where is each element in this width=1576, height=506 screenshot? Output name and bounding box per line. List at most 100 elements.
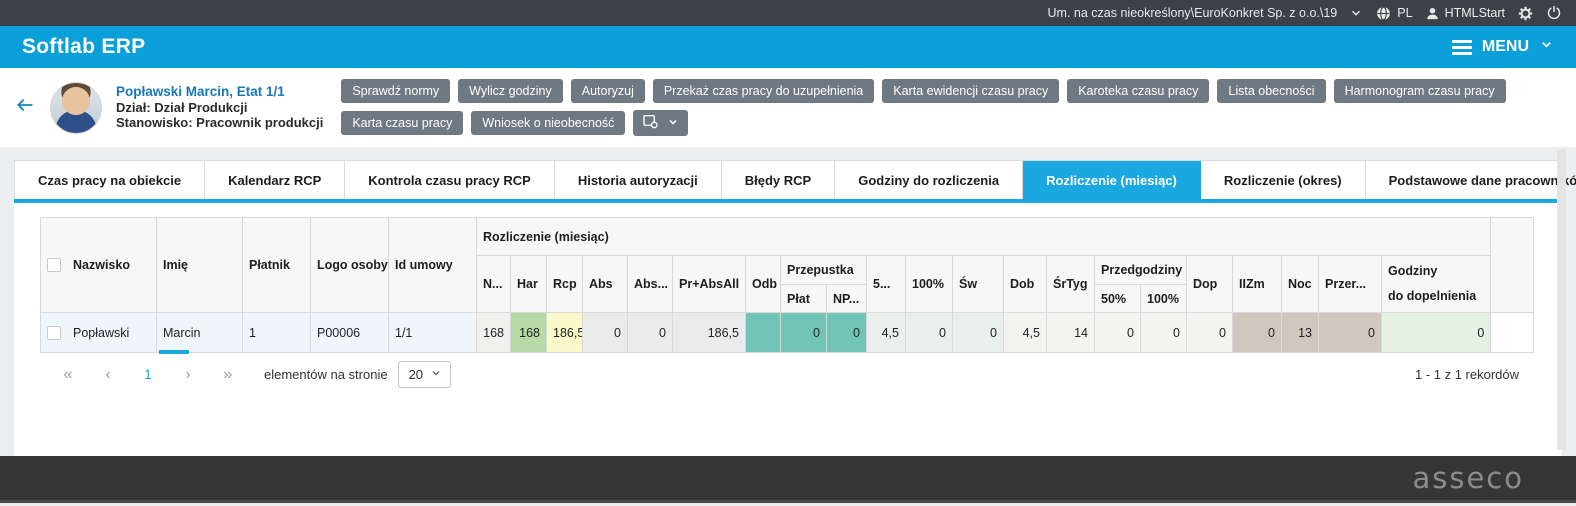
tab-czas-pracy-na-obiekcie[interactable]: Czas pracy na obiekcie <box>15 161 206 199</box>
col-header-nazwisko[interactable]: Nazwisko <box>40 217 157 313</box>
select-chevron-down-icon <box>430 367 442 382</box>
footer-bar: asseco <box>0 456 1576 503</box>
tab-rozliczenie-okres[interactable]: Rozliczenie (okres) <box>1201 161 1366 199</box>
chevron-down-icon <box>667 116 679 131</box>
tab-bledy-rcp[interactable]: Błędy RCP <box>722 161 836 199</box>
next-page-button[interactable]: › <box>185 365 191 383</box>
col-header-dob[interactable]: Dob <box>1003 255 1047 313</box>
tab-kontrola-czasu-pracy-rcp[interactable]: Kontrola czasu pracy RCP <box>345 161 555 199</box>
cell-pr-absall: 186,5 <box>672 312 746 353</box>
col-header-pr-absall[interactable]: Pr+AbsAll <box>672 255 746 313</box>
col-header-logo-osoby[interactable]: Logo osoby <box>310 217 389 313</box>
cell-srtyg: 14 <box>1046 312 1095 353</box>
col-header-empty <box>1490 217 1535 313</box>
authorize-button[interactable]: Autoryzuj <box>570 79 645 103</box>
tab-historia-autoryzacji[interactable]: Historia autoryzacji <box>555 161 722 199</box>
col-header-100[interactable]: 100% <box>905 255 953 313</box>
cell-godziny-do-dopelnienia: 0 <box>1380 312 1492 353</box>
col-header-godziny-do-dopelnienia[interactable]: Godziny do dopelnienia <box>1380 255 1492 313</box>
select-all-checkbox[interactable] <box>47 258 61 272</box>
worktime-schedule-button[interactable]: Harmonogram czasu pracy <box>1333 79 1506 103</box>
cell-abs: 0 <box>582 312 628 353</box>
user-icon <box>1425 6 1440 21</box>
cell-id-umowy: 1/1 <box>388 312 477 353</box>
col-header-pg50[interactable]: 50% <box>1094 284 1141 313</box>
records-summary: 1 - 1 z 1 rekordów <box>1414 367 1519 382</box>
tab-kalendarz-rcp[interactable]: Kalendarz RCP <box>205 161 346 199</box>
contract-context[interactable]: Um. na czas nieokreślony\EuroKonkret Sp.… <box>1047 6 1338 20</box>
employee-info: Popławski Marcin, Etat 1/1 Dział: Dział … <box>116 84 323 131</box>
prev-page-button[interactable]: ‹ <box>105 365 111 383</box>
col-header-abs2[interactable]: Abs... <box>627 255 673 313</box>
col-header-har[interactable]: Har <box>510 255 547 313</box>
language-switcher[interactable]: PL <box>1375 5 1413 22</box>
back-arrow-icon[interactable] <box>14 95 36 120</box>
cell-przer: 0 <box>1318 312 1382 353</box>
worktime-record-card-button[interactable]: Karta ewidencji czasu pracy <box>882 79 1060 103</box>
calculate-hours-button[interactable]: Wylicz godziny <box>458 79 563 103</box>
employee-bar: Popławski Marcin, Etat 1/1 Dział: Dział … <box>0 68 1576 147</box>
tab-bar: Czas pracy na obiekcie Kalendarz RCP Kon… <box>14 160 1576 199</box>
group-header-przedgodziny: Przedgodziny <box>1094 255 1187 285</box>
menu-label: MENU <box>1481 38 1529 55</box>
context-chevron-down-icon[interactable] <box>1349 6 1363 20</box>
col-header-dop[interactable]: Dop <box>1186 255 1233 313</box>
col-header-imie[interactable]: Imię <box>156 217 243 313</box>
worktime-card-button[interactable]: Karta czasu pracy <box>341 111 464 135</box>
cell-pg50: 0 <box>1094 312 1141 353</box>
cell-har: 168 <box>510 312 547 353</box>
col-header-noc[interactable]: Noc <box>1281 255 1319 313</box>
group-header-przepustka: Przepustka <box>780 255 867 285</box>
settings-gear-icon[interactable] <box>1517 5 1534 22</box>
cell-empty <box>1490 312 1535 353</box>
col-header-pg100[interactable]: 100% <box>1140 284 1187 313</box>
globe-icon <box>1375 5 1392 22</box>
cell-noc: 13 <box>1281 312 1319 353</box>
page-size-select[interactable]: 20 <box>397 361 451 388</box>
horizontal-scrollbar-thumb[interactable] <box>159 350 189 354</box>
cell-n: 168 <box>476 312 511 353</box>
col-header-5[interactable]: 5... <box>866 255 906 313</box>
forward-worktime-button[interactable]: Przekaż czas pracy do uzupełnienia <box>652 79 875 103</box>
menu-button[interactable]: MENU <box>1451 37 1554 57</box>
settlement-panel: Nazwisko Imię Płatnik Logo osoby Id umow… <box>14 203 1562 456</box>
tab-podstawowe-dane-pracownikow[interactable]: Podstawowe dane pracowników <box>1366 161 1576 199</box>
col-header-sw[interactable]: Św <box>952 255 1004 313</box>
vertical-scrollbar[interactable] <box>1557 150 1566 450</box>
absence-request-button[interactable]: Wniosek o nieobecność <box>471 111 626 135</box>
asseco-logo: asseco <box>1412 461 1524 495</box>
col-header-abs[interactable]: Abs <box>582 255 628 313</box>
col-header-n[interactable]: N... <box>476 255 511 313</box>
col-header-iizm[interactable]: IIZm <box>1232 255 1282 313</box>
check-norms-button[interactable]: Sprawdź normy <box>341 79 451 103</box>
col-header-id-umowy[interactable]: Id umowy <box>388 217 477 313</box>
col-header-przer[interactable]: Przer... <box>1318 255 1382 313</box>
cell-logo-osoby: P00006 <box>310 312 389 353</box>
col-header-rcp[interactable]: Rcp <box>546 255 583 313</box>
cell-np: 0 <box>826 312 867 353</box>
group-header-rozliczenie-miesiac: Rozliczenie (miesiąc) <box>475 217 1492 256</box>
col-header-platnik[interactable]: Płatnik <box>242 217 311 313</box>
col-header-odb[interactable]: Odb <box>745 255 781 313</box>
attendance-list-button[interactable]: Lista obecności <box>1217 79 1326 103</box>
power-icon[interactable] <box>1546 5 1562 21</box>
tab-godziny-do-rozliczenia[interactable]: Godziny do rozliczenia <box>835 161 1024 199</box>
cell-dop: 0 <box>1186 312 1233 353</box>
worktime-file-button[interactable]: Karoteka czasu pracy <box>1067 79 1210 103</box>
first-page-button[interactable]: « <box>63 365 73 383</box>
col-header-srtyg[interactable]: ŚrTyg <box>1046 255 1095 313</box>
more-actions-button[interactable] <box>633 110 689 136</box>
table-row[interactable]: Popławski Marcin 1 P00006 1/1 168 168 18… <box>40 312 1535 353</box>
cell-sw: 0 <box>952 312 1004 353</box>
pagination-bar: « ‹ 1 › » elementów na stronie 20 1 - 1 … <box>40 350 1533 396</box>
employee-position: Stanowisko: Pracownik produkcji <box>116 115 324 131</box>
col-header-np[interactable]: NP... <box>826 284 867 313</box>
last-page-button[interactable]: » <box>223 365 233 383</box>
user-menu[interactable]: HTMLStart <box>1425 6 1505 21</box>
cell-pg100: 0 <box>1140 312 1187 353</box>
tab-rozliczenie-miesiac[interactable]: Rozliczenie (miesiąc) <box>1023 161 1201 199</box>
system-topbar: Um. na czas nieokreślony\EuroKonkret Sp.… <box>0 0 1576 26</box>
current-page-number[interactable]: 1 <box>144 367 152 382</box>
col-header-plat[interactable]: Płat <box>780 284 827 313</box>
row-checkbox[interactable] <box>47 325 61 340</box>
